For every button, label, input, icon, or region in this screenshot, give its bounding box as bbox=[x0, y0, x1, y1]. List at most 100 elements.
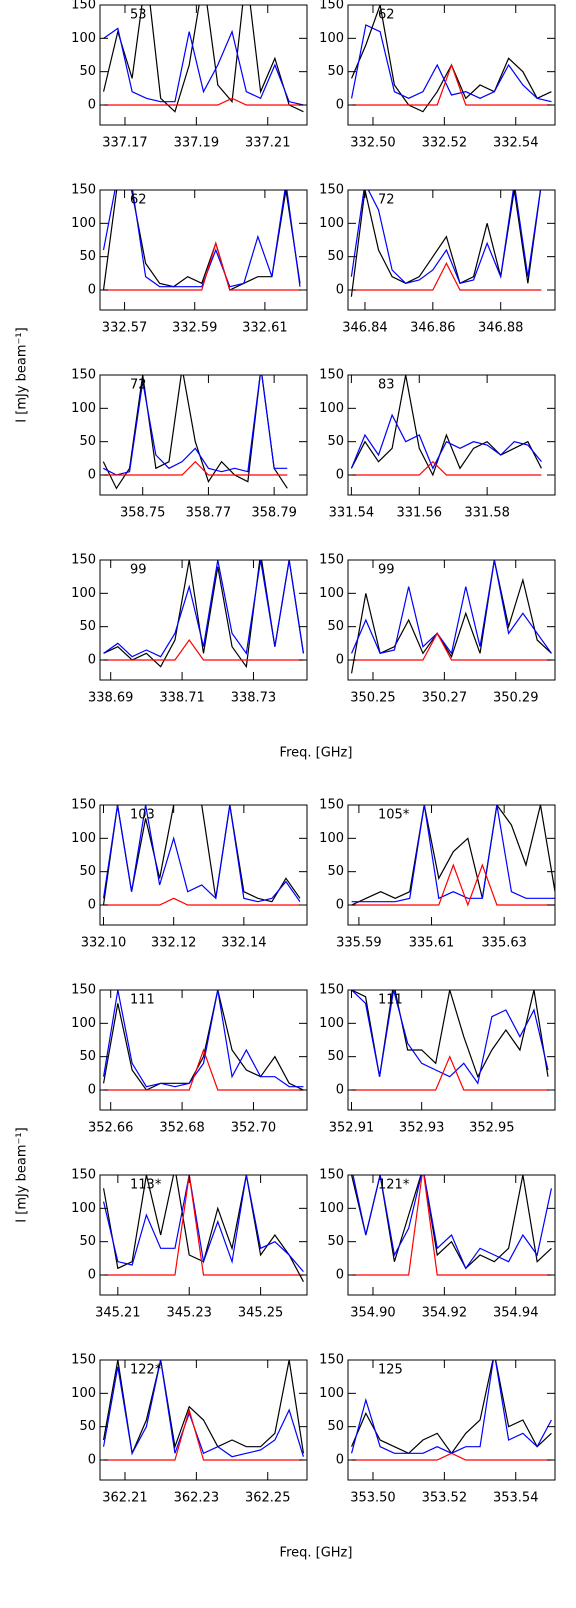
spectrum-line bbox=[350, 190, 542, 285]
x-tick-label: 362.21 bbox=[102, 1491, 148, 1506]
spectrum-line bbox=[103, 1048, 304, 1091]
x-tick-label: 345.23 bbox=[166, 1306, 212, 1321]
x-tick-label: 335.63 bbox=[481, 936, 527, 951]
spectrum-line bbox=[102, 805, 301, 903]
y-tick-label: 100 bbox=[71, 831, 96, 846]
x-tick-label: 335.61 bbox=[409, 936, 455, 951]
spectrum-line bbox=[351, 1055, 548, 1091]
spectrum-line bbox=[103, 638, 304, 661]
spectrum-line bbox=[350, 560, 552, 674]
y-tick-label: 50 bbox=[327, 619, 344, 634]
plot-frame bbox=[99, 374, 308, 496]
y-tick-label: 150 bbox=[319, 553, 344, 568]
spectrum-line bbox=[352, 1175, 553, 1270]
y-tick-label: 150 bbox=[319, 983, 344, 998]
spectrum-line bbox=[351, 632, 552, 661]
plot-frame bbox=[347, 989, 556, 1111]
y-tick-label: 50 bbox=[79, 619, 96, 634]
x-tick-label: 352.93 bbox=[399, 1121, 445, 1136]
y-tick-label: 150 bbox=[319, 368, 344, 383]
panel-annotation: 125 bbox=[378, 1363, 403, 1378]
spectrum-line bbox=[103, 375, 288, 476]
x-tick-label: 362.23 bbox=[174, 1491, 220, 1506]
y-tick-label: 50 bbox=[79, 1419, 96, 1434]
y-tick-label: 150 bbox=[71, 1353, 96, 1368]
spectrum-panel: 0 50 100 150 345.21 345.23 345.25 113* bbox=[71, 1168, 308, 1321]
x-tick-label: 332.10 bbox=[81, 936, 127, 951]
x-tick-label: 354.90 bbox=[350, 1306, 396, 1321]
x-tick-label: 338.69 bbox=[88, 691, 134, 706]
y-tick-label: 0 bbox=[88, 898, 96, 913]
spectrum-panel: 0 50 100 150 331.54 331.56 331.58 83 bbox=[319, 368, 556, 521]
y-tick-label: 100 bbox=[71, 216, 96, 231]
spectrum-line bbox=[351, 863, 555, 907]
x-tick-label: 352.95 bbox=[469, 1121, 515, 1136]
x-tick-label: 358.77 bbox=[186, 506, 232, 521]
y-axis-label: I [mJy beam⁻¹] bbox=[15, 327, 30, 422]
plot-frame bbox=[347, 374, 556, 496]
spectrum-line bbox=[103, 1175, 304, 1276]
x-tick-label: 338.73 bbox=[231, 691, 277, 706]
y-tick-label: 100 bbox=[71, 31, 96, 46]
x-tick-label: 346.88 bbox=[478, 321, 524, 336]
plot-frame bbox=[347, 1174, 556, 1296]
y-tick-label: 100 bbox=[71, 1386, 96, 1401]
x-tick-label: 337.17 bbox=[102, 136, 148, 151]
plot-frame bbox=[347, 804, 556, 926]
x-tick-label: 358.79 bbox=[251, 506, 297, 521]
spectrum-panel: 0 50 100 150 346.84 346.86 346.88 72 bbox=[319, 183, 556, 336]
y-tick-label: 100 bbox=[319, 1201, 344, 1216]
y-tick-label: 0 bbox=[88, 1453, 96, 1468]
plot-frame bbox=[347, 1359, 556, 1481]
spectrum-line bbox=[103, 1407, 304, 1461]
y-tick-label: 0 bbox=[336, 98, 344, 113]
y-tick-label: 150 bbox=[319, 798, 344, 813]
y-tick-label: 50 bbox=[79, 1234, 96, 1249]
spectrum-line bbox=[103, 897, 300, 906]
spectrum-line bbox=[102, 5, 304, 113]
y-tick-label: 100 bbox=[71, 586, 96, 601]
x-tick-label: 352.91 bbox=[329, 1121, 375, 1136]
y-axis-label: I [mJy beam⁻¹] bbox=[15, 1127, 30, 1222]
y-tick-label: 100 bbox=[71, 401, 96, 416]
y-tick-label: 0 bbox=[336, 1453, 344, 1468]
y-tick-label: 100 bbox=[319, 1016, 344, 1031]
spectrum-line bbox=[103, 460, 288, 476]
y-tick-label: 0 bbox=[336, 1268, 344, 1283]
y-tick-label: 150 bbox=[71, 368, 96, 383]
x-tick-label: 345.21 bbox=[95, 1306, 141, 1321]
plot-frame bbox=[99, 989, 308, 1111]
x-tick-label: 352.70 bbox=[231, 1121, 277, 1136]
panel-annotation: 72 bbox=[130, 378, 147, 393]
y-tick-label: 150 bbox=[71, 0, 96, 13]
spectrum-line bbox=[102, 190, 301, 288]
y-tick-label: 150 bbox=[71, 183, 96, 198]
y-tick-label: 0 bbox=[88, 283, 96, 298]
panel-annotation: 122* bbox=[130, 1363, 162, 1378]
spectrum-line bbox=[351, 805, 555, 906]
x-tick-label: 345.25 bbox=[238, 1306, 284, 1321]
x-tick-label: 352.68 bbox=[159, 1121, 205, 1136]
spectrum-panel: 0 50 100 150 352.91 352.93 352.95 111 bbox=[319, 983, 556, 1136]
plot-frame bbox=[347, 559, 556, 681]
spectrum-panel: 0 50 100 150 337.17 337.19 337.21 53 bbox=[71, 0, 308, 151]
y-tick-label: 50 bbox=[327, 1419, 344, 1434]
spectrum-line bbox=[350, 24, 552, 103]
y-tick-label: 100 bbox=[319, 216, 344, 231]
panel-annotation: 62 bbox=[130, 193, 147, 208]
y-tick-label: 50 bbox=[327, 249, 344, 264]
spectrum-line bbox=[102, 990, 304, 1088]
plot-frame bbox=[99, 189, 308, 311]
spectrum-line bbox=[102, 1360, 305, 1456]
y-tick-label: 0 bbox=[336, 468, 344, 483]
x-tick-label: 337.21 bbox=[245, 136, 291, 151]
panel-annotation: 121* bbox=[378, 1178, 410, 1193]
spectrum-panel: 0 50 100 150 354.90 354.92 354.94 121* bbox=[319, 1168, 556, 1321]
x-tick-label: 332.14 bbox=[221, 936, 267, 951]
panel-annotation: 53 bbox=[130, 8, 147, 23]
x-tick-label: 350.29 bbox=[493, 691, 539, 706]
x-tick-label: 332.59 bbox=[172, 321, 218, 336]
spectrum-panel: 0 50 100 150 358.75 358.77 358.79 72 bbox=[71, 368, 308, 521]
y-tick-label: 50 bbox=[327, 1049, 344, 1064]
x-tick-label: 331.58 bbox=[464, 506, 510, 521]
